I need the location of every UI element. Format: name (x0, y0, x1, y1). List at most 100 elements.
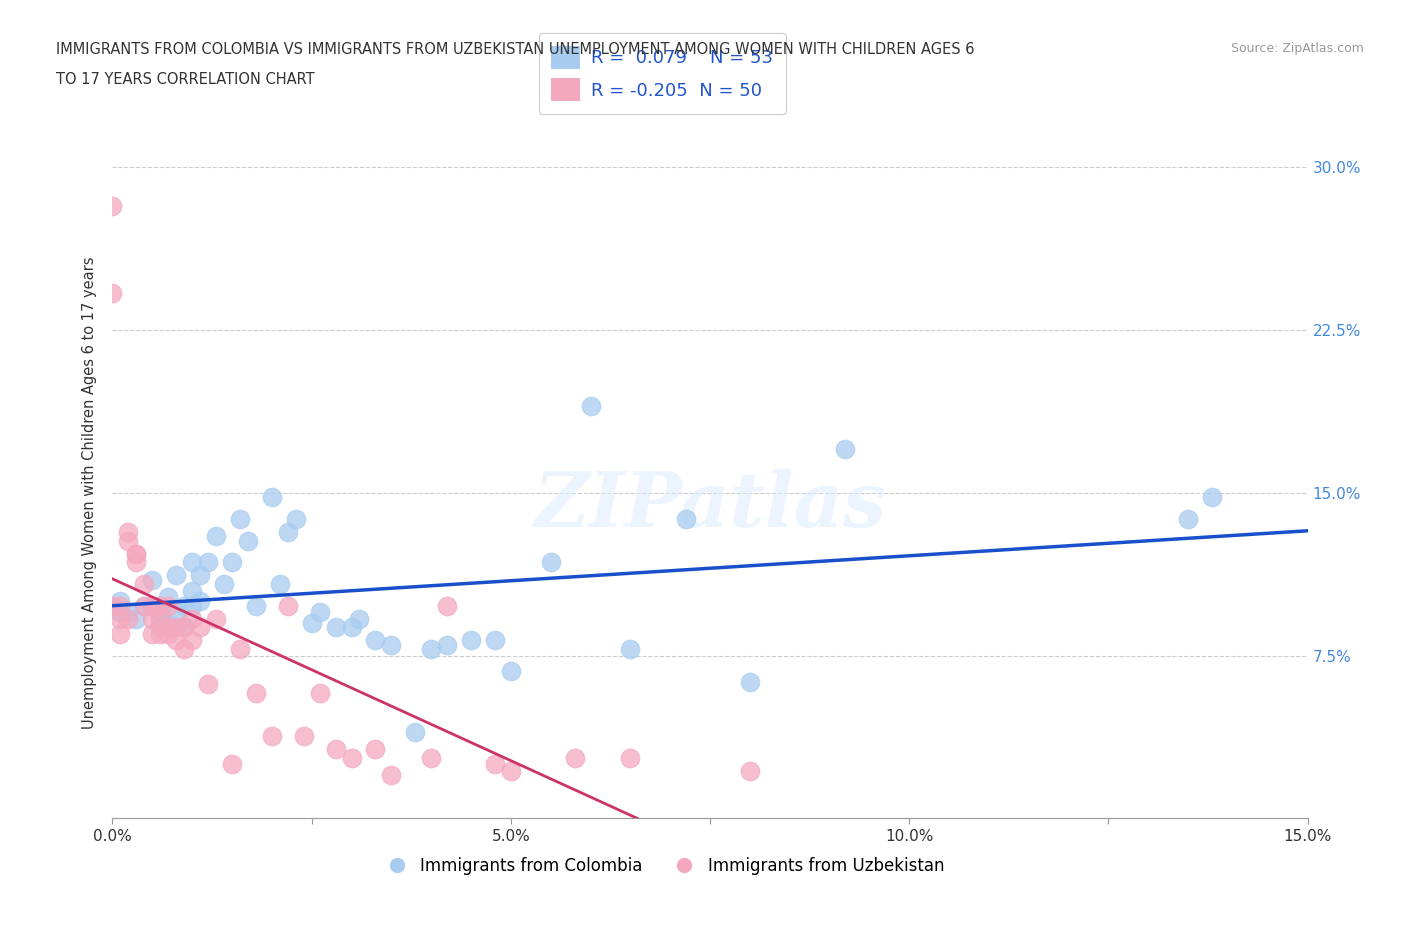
Point (165, 633, 187, 648)
Point (579, 399, 602, 414)
Point (181, 598, 204, 613)
Point (484, 633, 506, 648)
Point (1177, 512, 1199, 526)
Point (117, 611, 139, 626)
Point (292, 728, 315, 743)
Point (188, 620, 211, 635)
Text: IMMIGRANTS FROM COLOMBIA VS IMMIGRANTS FROM UZBEKISTAN UNEMPLOYMENT AMONG WOMEN : IMMIGRANTS FROM COLOMBIA VS IMMIGRANTS F… (56, 42, 974, 57)
Point (236, 533, 259, 548)
Point (460, 633, 482, 648)
Point (260, 490, 283, 505)
Point (364, 741, 387, 756)
Point (834, 442, 856, 457)
Point (420, 642, 443, 657)
Point (125, 555, 148, 570)
Point (269, 577, 291, 591)
Point (110, 604, 132, 619)
Point (165, 620, 187, 635)
Point (540, 555, 562, 570)
Point (404, 724, 426, 739)
Point (117, 533, 139, 548)
Point (675, 512, 697, 526)
Point (134, 598, 156, 613)
Point (364, 633, 387, 648)
Y-axis label: Unemployment Among Women with Children Ages 6 to 17 years: Unemployment Among Women with Children A… (82, 257, 97, 729)
Point (125, 546, 148, 561)
Point (110, 598, 132, 613)
Point (110, 627, 132, 642)
Point (101, 601, 124, 616)
Point (260, 728, 283, 743)
Point (308, 685, 330, 700)
Point (101, 199, 124, 214)
Point (619, 751, 641, 765)
Point (499, 663, 522, 678)
Point (349, 611, 371, 626)
Point (245, 598, 267, 613)
Point (101, 598, 124, 613)
Point (110, 611, 132, 626)
Point (229, 512, 252, 526)
Point (173, 598, 195, 613)
Point (325, 741, 347, 756)
Point (141, 611, 163, 626)
Point (165, 568, 187, 583)
Point (181, 633, 204, 648)
Point (380, 767, 402, 782)
Point (245, 685, 267, 700)
Text: ZIPatlas: ZIPatlas (533, 469, 887, 543)
Point (340, 751, 363, 765)
Point (325, 620, 347, 635)
Point (205, 611, 228, 626)
Point (117, 604, 139, 619)
Point (181, 583, 204, 598)
Point (157, 616, 180, 631)
Point (188, 568, 211, 583)
Point (125, 611, 148, 626)
Point (157, 598, 180, 613)
Point (134, 598, 156, 613)
Text: Source: ZipAtlas.com: Source: ZipAtlas.com (1230, 42, 1364, 55)
Point (277, 525, 299, 539)
Point (141, 598, 163, 613)
Point (149, 611, 172, 626)
Point (229, 642, 252, 657)
Point (284, 512, 307, 526)
Point (277, 598, 299, 613)
Point (157, 620, 180, 635)
Point (1201, 490, 1223, 505)
Point (564, 751, 586, 765)
Point (212, 577, 235, 591)
Point (221, 555, 243, 570)
Point (110, 594, 132, 609)
Point (134, 577, 156, 591)
Point (380, 637, 402, 652)
Point (499, 764, 522, 778)
Point (117, 525, 139, 539)
Point (157, 590, 180, 604)
Point (619, 642, 641, 657)
Point (157, 627, 180, 642)
Point (197, 676, 219, 691)
Point (149, 620, 172, 635)
Point (125, 546, 148, 561)
Text: TO 17 YEARS CORRELATION CHART: TO 17 YEARS CORRELATION CHART (56, 72, 315, 86)
Legend: Immigrants from Colombia, Immigrants from Uzbekistan: Immigrants from Colombia, Immigrants fro… (374, 850, 950, 882)
Point (188, 594, 211, 609)
Point (141, 572, 163, 587)
Point (173, 642, 195, 657)
Point (149, 604, 172, 619)
Point (173, 620, 195, 635)
Point (738, 764, 761, 778)
Point (149, 598, 172, 613)
Point (101, 286, 124, 300)
Point (436, 637, 458, 652)
Point (141, 627, 163, 642)
Point (141, 598, 163, 613)
Point (738, 674, 761, 689)
Point (308, 604, 330, 619)
Point (420, 751, 443, 765)
Point (484, 757, 506, 772)
Point (165, 604, 187, 619)
Point (149, 627, 172, 642)
